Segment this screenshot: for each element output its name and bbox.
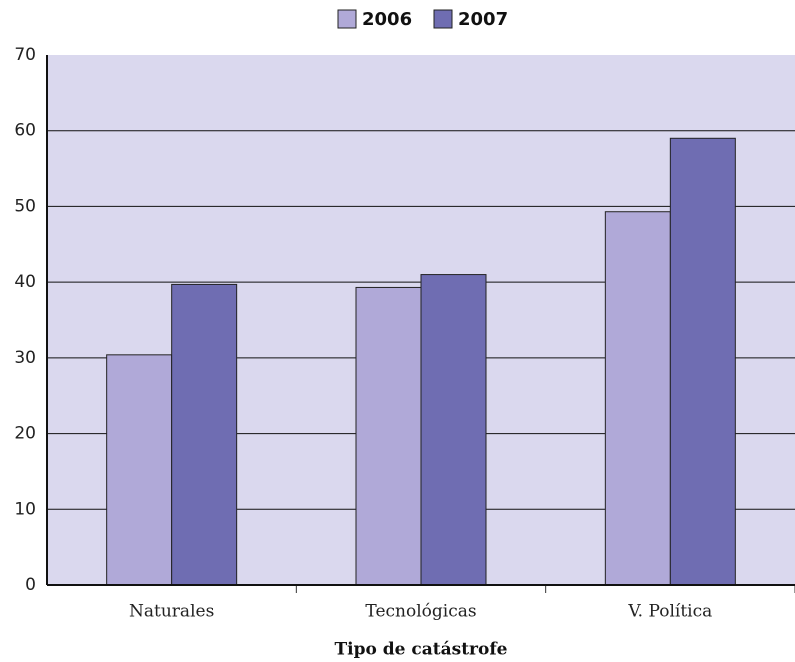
y-tick-label: 50 [14,196,36,216]
legend-swatch [337,9,357,29]
y-tick-label: 40 [14,272,36,292]
y-tick-label: 60 [14,121,36,141]
y-tick-label: 10 [14,499,36,519]
y-tick-label: 70 [14,45,36,65]
legend-swatch [433,9,453,29]
bar [604,211,671,586]
bar [355,286,422,586]
bar [420,274,487,586]
bar [669,137,736,586]
x-tick-label: Tecnológicas [365,602,476,622]
bar [106,354,173,586]
y-tick-label: 0 [25,575,36,595]
x-tick-label: V. Política [627,602,712,622]
y-tick-label: 30 [14,348,36,368]
x-axis-label: Tipo de catástrofe [335,640,508,660]
y-tick-label: 20 [14,424,36,444]
legend-label: 2007 [458,9,508,30]
legend-label: 2006 [362,9,412,30]
bar [171,283,238,586]
x-tick-label: Naturales [129,602,214,622]
